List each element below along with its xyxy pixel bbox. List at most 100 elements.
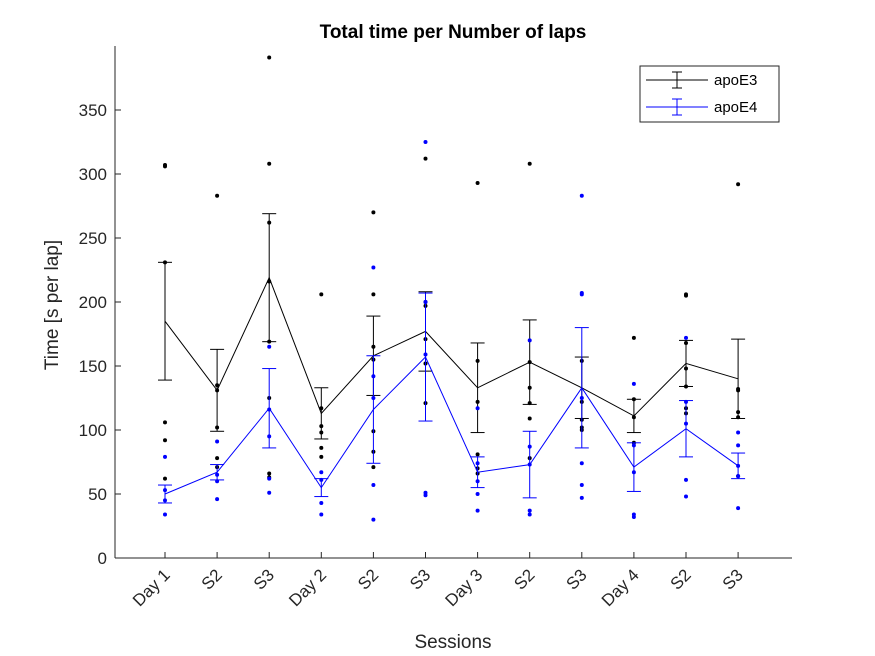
legend-entry-apoe4: apoE4 [646, 98, 757, 116]
data-point-apoe4 [267, 344, 272, 349]
data-point-apoe3 [215, 388, 220, 393]
data-point-apoe4 [475, 461, 480, 466]
y-tick-label: 150 [79, 357, 107, 376]
data-point-apoe4 [319, 470, 324, 475]
legend-label-apoe4: apoE4 [714, 99, 757, 116]
data-point-apoe3 [371, 292, 376, 297]
data-point-apoe4 [163, 488, 167, 493]
data-point-apoe3 [319, 406, 324, 411]
y-tick-label: 0 [98, 549, 107, 568]
data-point-apoe3 [215, 425, 220, 430]
data-point-apoe4 [267, 407, 272, 412]
data-point-apoe4 [527, 462, 532, 467]
chart-title: Total time per Number of laps [320, 22, 587, 43]
data-point-apoe4 [579, 396, 584, 400]
y-tick-label: 350 [79, 101, 107, 120]
data-point-apoe3 [527, 161, 532, 166]
data-point-apoe3 [736, 388, 741, 393]
data-point-apoe4 [215, 479, 220, 484]
data-point-apoe4 [423, 300, 428, 304]
data-point-apoe4 [163, 498, 167, 503]
data-point-apoe4 [319, 512, 324, 517]
data-point-apoe4 [475, 479, 480, 484]
data-point-apoe4 [684, 421, 688, 426]
data-point-apoe4 [527, 512, 532, 517]
data-point-apoe4 [215, 497, 220, 502]
data-point-apoe3 [267, 279, 272, 284]
data-point-apoe3 [527, 360, 532, 365]
data-point-apoe4 [215, 439, 220, 444]
data-point-apoe3 [267, 161, 272, 166]
series-layer [158, 55, 746, 522]
x-axis-label: Sessions [414, 632, 491, 653]
data-point-apoe3 [215, 383, 220, 388]
data-point-apoe3 [267, 471, 272, 476]
data-point-apoe4 [736, 463, 741, 468]
data-point-apoe4 [163, 454, 167, 459]
data-point-apoe3 [527, 416, 532, 421]
data-point-apoe4 [631, 470, 636, 475]
data-point-apoe4 [371, 374, 376, 379]
data-point-apoe3 [736, 410, 741, 415]
data-point-apoe3 [475, 452, 480, 457]
data-point-apoe3 [215, 456, 220, 461]
data-point-apoe3 [475, 180, 480, 185]
legend-label-apoe3: apoE3 [714, 72, 757, 89]
y-tick-label: 50 [88, 485, 107, 504]
data-point-apoe3 [527, 401, 532, 406]
data-point-apoe3 [319, 430, 324, 435]
data-point-apoe4 [319, 477, 324, 482]
data-point-apoe3 [163, 476, 167, 481]
data-point-apoe4 [423, 140, 428, 144]
data-point-apoe4 [579, 495, 584, 500]
data-point-apoe3 [267, 220, 272, 225]
series-line-apoe3 [164, 276, 739, 417]
data-point-apoe4 [267, 490, 272, 495]
data-point-apoe4 [579, 292, 584, 297]
data-point-apoe3 [319, 454, 324, 459]
data-point-apoe3 [319, 292, 324, 297]
data-point-apoe4 [371, 483, 376, 488]
data-point-apoe3 [736, 182, 741, 187]
data-point-apoe3 [736, 415, 741, 420]
data-point-apoe3 [267, 55, 272, 60]
data-point-apoe4 [527, 508, 532, 513]
legend-entry-apoe3: apoE3 [646, 71, 757, 89]
data-point-apoe4 [527, 338, 532, 343]
data-point-apoe4 [684, 477, 688, 482]
data-point-apoe4 [631, 443, 636, 448]
y-tick-label: 300 [79, 165, 107, 184]
data-point-apoe4 [579, 483, 584, 488]
data-point-apoe3 [527, 385, 532, 390]
data-point-apoe4 [163, 512, 167, 517]
data-point-apoe4 [475, 492, 480, 496]
data-point-apoe4 [684, 494, 688, 499]
data-point-apoe3 [371, 210, 376, 215]
data-point-apoe3 [371, 465, 376, 470]
data-point-apoe4 [631, 515, 636, 520]
data-point-apoe4 [475, 406, 480, 411]
data-point-apoe4 [371, 265, 376, 270]
data-point-apoe3 [631, 415, 636, 420]
y-tick-label: 200 [79, 293, 107, 312]
y-axis-label: Time [s per lap] [42, 240, 63, 370]
series-apoe4 [158, 140, 746, 522]
data-point-apoe4 [631, 381, 636, 386]
series-line-apoe4 [164, 356, 739, 495]
data-point-apoe4 [736, 443, 741, 448]
data-point-apoe4 [319, 500, 324, 505]
y-tick-label: 100 [79, 421, 107, 440]
data-point-apoe3 [371, 344, 376, 349]
data-point-apoe3 [423, 156, 428, 161]
data-point-apoe3 [163, 164, 167, 169]
data-point-apoe4 [579, 461, 584, 466]
data-point-apoe4 [736, 430, 741, 435]
data-point-apoe3 [684, 293, 688, 298]
data-point-apoe3 [684, 366, 688, 371]
data-point-apoe4 [684, 399, 688, 404]
data-point-apoe4 [736, 474, 741, 479]
data-point-apoe4 [579, 193, 584, 198]
data-point-apoe4 [423, 493, 428, 498]
data-point-apoe4 [736, 506, 741, 511]
